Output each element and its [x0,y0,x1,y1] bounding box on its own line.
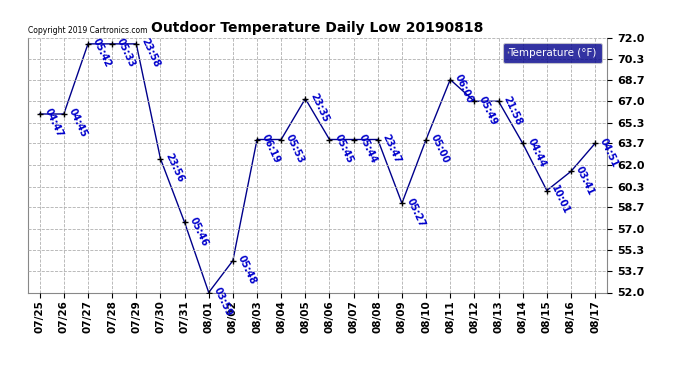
Text: 23:47: 23:47 [381,132,403,165]
Text: 05:44: 05:44 [357,132,379,165]
Text: 05:53: 05:53 [284,132,306,165]
Text: 05:45: 05:45 [333,132,355,165]
Text: 04:51: 04:51 [598,136,620,169]
Text: 23:35: 23:35 [308,92,331,124]
Text: 03:59: 03:59 [212,285,234,318]
Text: 05:33: 05:33 [115,37,137,69]
Text: 06:19: 06:19 [260,132,282,165]
Text: 05:48: 05:48 [236,254,258,286]
Text: 21:58: 21:58 [502,94,524,127]
Text: 04:47: 04:47 [43,107,65,140]
Text: Copyright 2019 Cartronics.com: Copyright 2019 Cartronics.com [28,26,147,35]
Text: 05:27: 05:27 [405,196,427,229]
Text: 05:42: 05:42 [91,37,113,69]
Legend: Temperature (°F): Temperature (°F) [503,43,602,63]
Text: 05:00: 05:00 [429,132,451,165]
Text: 23:58: 23:58 [139,37,161,69]
Text: 04:45: 04:45 [67,107,89,140]
Title: Outdoor Temperature Daily Low 20190818: Outdoor Temperature Daily Low 20190818 [151,21,484,35]
Text: 05:49: 05:49 [477,94,500,127]
Text: 04:44: 04:44 [526,136,548,169]
Text: 05:46: 05:46 [188,215,210,248]
Text: 23:56: 23:56 [164,152,186,184]
Text: 03:41: 03:41 [574,164,596,197]
Text: 10:01: 10:01 [550,183,572,216]
Text: 06:00: 06:00 [453,73,475,105]
